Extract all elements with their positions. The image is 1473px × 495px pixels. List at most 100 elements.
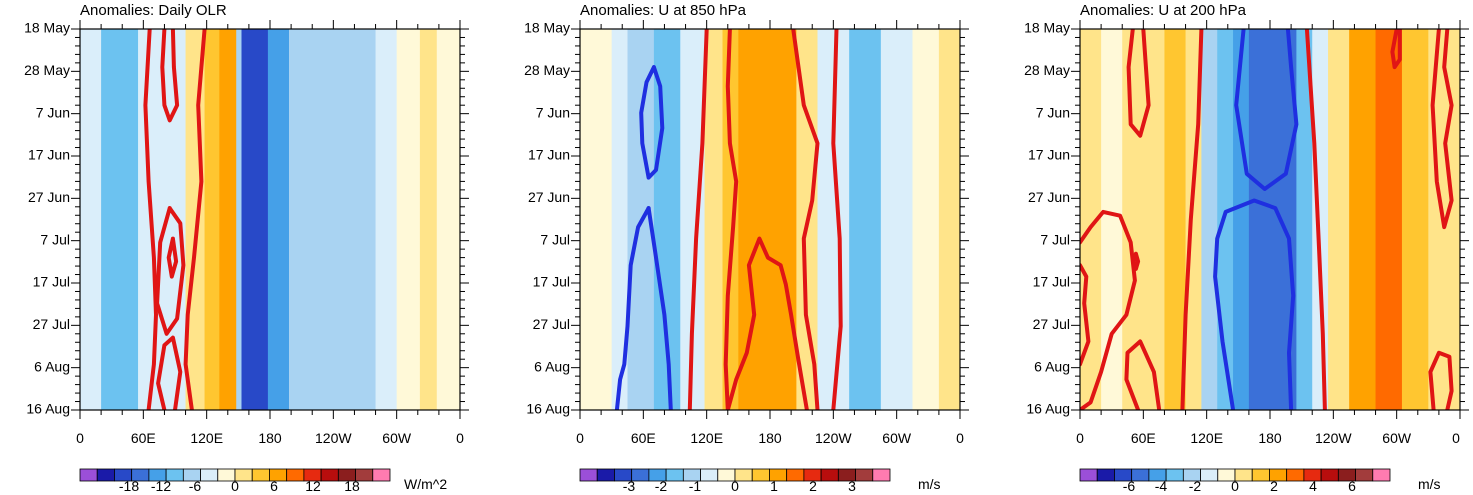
axis-ticks	[1071, 20, 1469, 419]
heatmap-band	[1164, 29, 1187, 410]
x-tick-label: 120E	[190, 430, 223, 446]
colorbar-label: 12	[305, 478, 321, 494]
y-tick-label: 16 Aug	[1026, 401, 1070, 417]
x-tick-label: 0	[1452, 430, 1460, 446]
x-tick-label: 180	[1258, 430, 1282, 446]
colorbar-swatch	[872, 468, 891, 482]
x-tick-label: 0	[576, 430, 584, 446]
y-tick-label: 17 Jun	[1028, 147, 1070, 163]
y-tick-label: 18 May	[1024, 20, 1070, 36]
heatmap-band	[375, 29, 398, 410]
y-axis-labels: 18 May 28 May 7 Jun 17 Jun 27 Jun 7 Jul …	[1024, 20, 1070, 417]
colorbar-label: -2	[655, 478, 668, 494]
colorbar-swatch	[665, 468, 684, 482]
heatmap-band	[219, 29, 237, 410]
y-tick-label: 17 Jul	[33, 274, 70, 290]
heatmap-field	[1080, 29, 1460, 410]
colorbar-units: m/s	[1418, 476, 1441, 492]
contour-line	[183, 29, 207, 410]
panel-title: Anomalies: U at 200 hPa	[1080, 2, 1247, 19]
contour-line	[639, 65, 665, 180]
panel-title: Anomalies: Daily OLR	[80, 2, 227, 19]
heatmap-band	[317, 29, 377, 410]
panel-title: Anomalies: U at 850 hPa	[580, 2, 747, 19]
colorbar-swatch	[96, 468, 115, 482]
y-tick-label: 27 Jun	[28, 189, 70, 205]
y-tick-label: 7 Jul	[40, 231, 70, 247]
panel-u200: Anomalies: U at 200 hPa 18 May 28 May 7 …	[1024, 2, 1469, 494]
heatmap-band	[1375, 29, 1403, 410]
heatmap-band	[912, 29, 940, 410]
heatmap-band	[938, 29, 960, 410]
contour-line	[143, 29, 158, 410]
colorbar-swatch	[1079, 468, 1098, 482]
x-tick-label: 0	[956, 430, 964, 446]
colorbar-swatch	[286, 468, 305, 482]
contour-line	[725, 236, 809, 410]
contour-line	[1124, 339, 1162, 410]
y-tick-label: 6 Aug	[534, 358, 570, 374]
contour-line	[1131, 251, 1141, 271]
panel-u850: Anomalies: U at 850 hPa 18 May 28 May 7 …	[524, 2, 969, 494]
colorbar-swatch	[251, 468, 270, 482]
colorbar-swatch	[820, 468, 839, 482]
y-tick-label: 7 Jun	[536, 104, 570, 120]
contour-line	[1304, 29, 1327, 410]
contour-line	[155, 206, 186, 336]
x-tick-label: 60E	[631, 430, 656, 446]
colorbar-swatch	[579, 468, 598, 482]
x-tick-label: 120W	[315, 430, 352, 446]
colorbar-label: 0	[231, 478, 239, 494]
colorbar-label: -6	[1123, 478, 1136, 494]
y-tick-label: 17 Jun	[528, 147, 570, 163]
colorbar-swatch	[1165, 468, 1184, 482]
y-tick-label: 17 Jun	[28, 147, 70, 163]
heatmap-band	[1296, 29, 1313, 410]
colorbar-label: 6	[270, 478, 278, 494]
colorbar-label: -4	[1155, 478, 1168, 494]
x-axis-labels: 0 60E 120E 180 120W 60W 0	[576, 430, 964, 446]
x-axis-labels: 0 60E 120E 180 120W 60W 0	[1076, 430, 1460, 446]
y-tick-label: 6 Aug	[34, 358, 70, 374]
y-tick-label: 28 May	[524, 62, 570, 78]
contour-line	[687, 29, 709, 410]
contour-line	[1430, 29, 1454, 230]
heatmap-band	[241, 29, 269, 410]
y-tick-label: 27 Jul	[533, 316, 570, 332]
y-tick-label: 27 Jun	[1028, 189, 1070, 205]
contour-line	[160, 29, 180, 123]
heatmap-band	[580, 29, 613, 410]
x-axis-labels: 0 60E 120E 180 120W 60W 0	[76, 430, 464, 446]
colorbar-swatch	[372, 468, 391, 482]
colorbar-swatch	[700, 468, 719, 482]
contour-line	[1428, 350, 1454, 410]
colorbar-label: 0	[1231, 478, 1239, 494]
colorbar-swatch	[1286, 468, 1305, 482]
y-tick-label: 16 Aug	[26, 401, 70, 417]
heatmap-band	[419, 29, 438, 410]
y-tick-label: 7 Jul	[1040, 231, 1070, 247]
colorbar-units: W/m^2	[404, 476, 447, 492]
colorbar-label: 6	[1348, 478, 1356, 494]
heatmap-band	[1349, 29, 1377, 410]
x-tick-label: 120E	[690, 430, 723, 446]
y-tick-label: 27 Jul	[1033, 316, 1070, 332]
contour-line	[1126, 29, 1151, 138]
contour-line	[1080, 209, 1137, 410]
colorbar-swatch	[596, 468, 615, 482]
colorbar-labels: -3 -2 -1 0 1 2 3	[623, 478, 856, 494]
colorbar-label: 0	[731, 478, 739, 494]
colorbar-swatch	[320, 468, 339, 482]
contour-line	[1180, 29, 1204, 410]
heatmap-band	[1328, 29, 1350, 410]
x-tick-label: 60E	[131, 430, 156, 446]
colorbar-swatch	[786, 468, 805, 482]
colorbar-label: -12	[151, 478, 171, 494]
y-tick-label: 17 Jul	[1033, 274, 1070, 290]
y-tick-label: 16 Aug	[526, 401, 570, 417]
contour-line	[614, 206, 651, 410]
colorbar	[79, 468, 391, 482]
axis-ticks	[571, 20, 969, 419]
x-tick-label: 60W	[382, 430, 412, 446]
x-tick-label: 120W	[1315, 430, 1352, 446]
